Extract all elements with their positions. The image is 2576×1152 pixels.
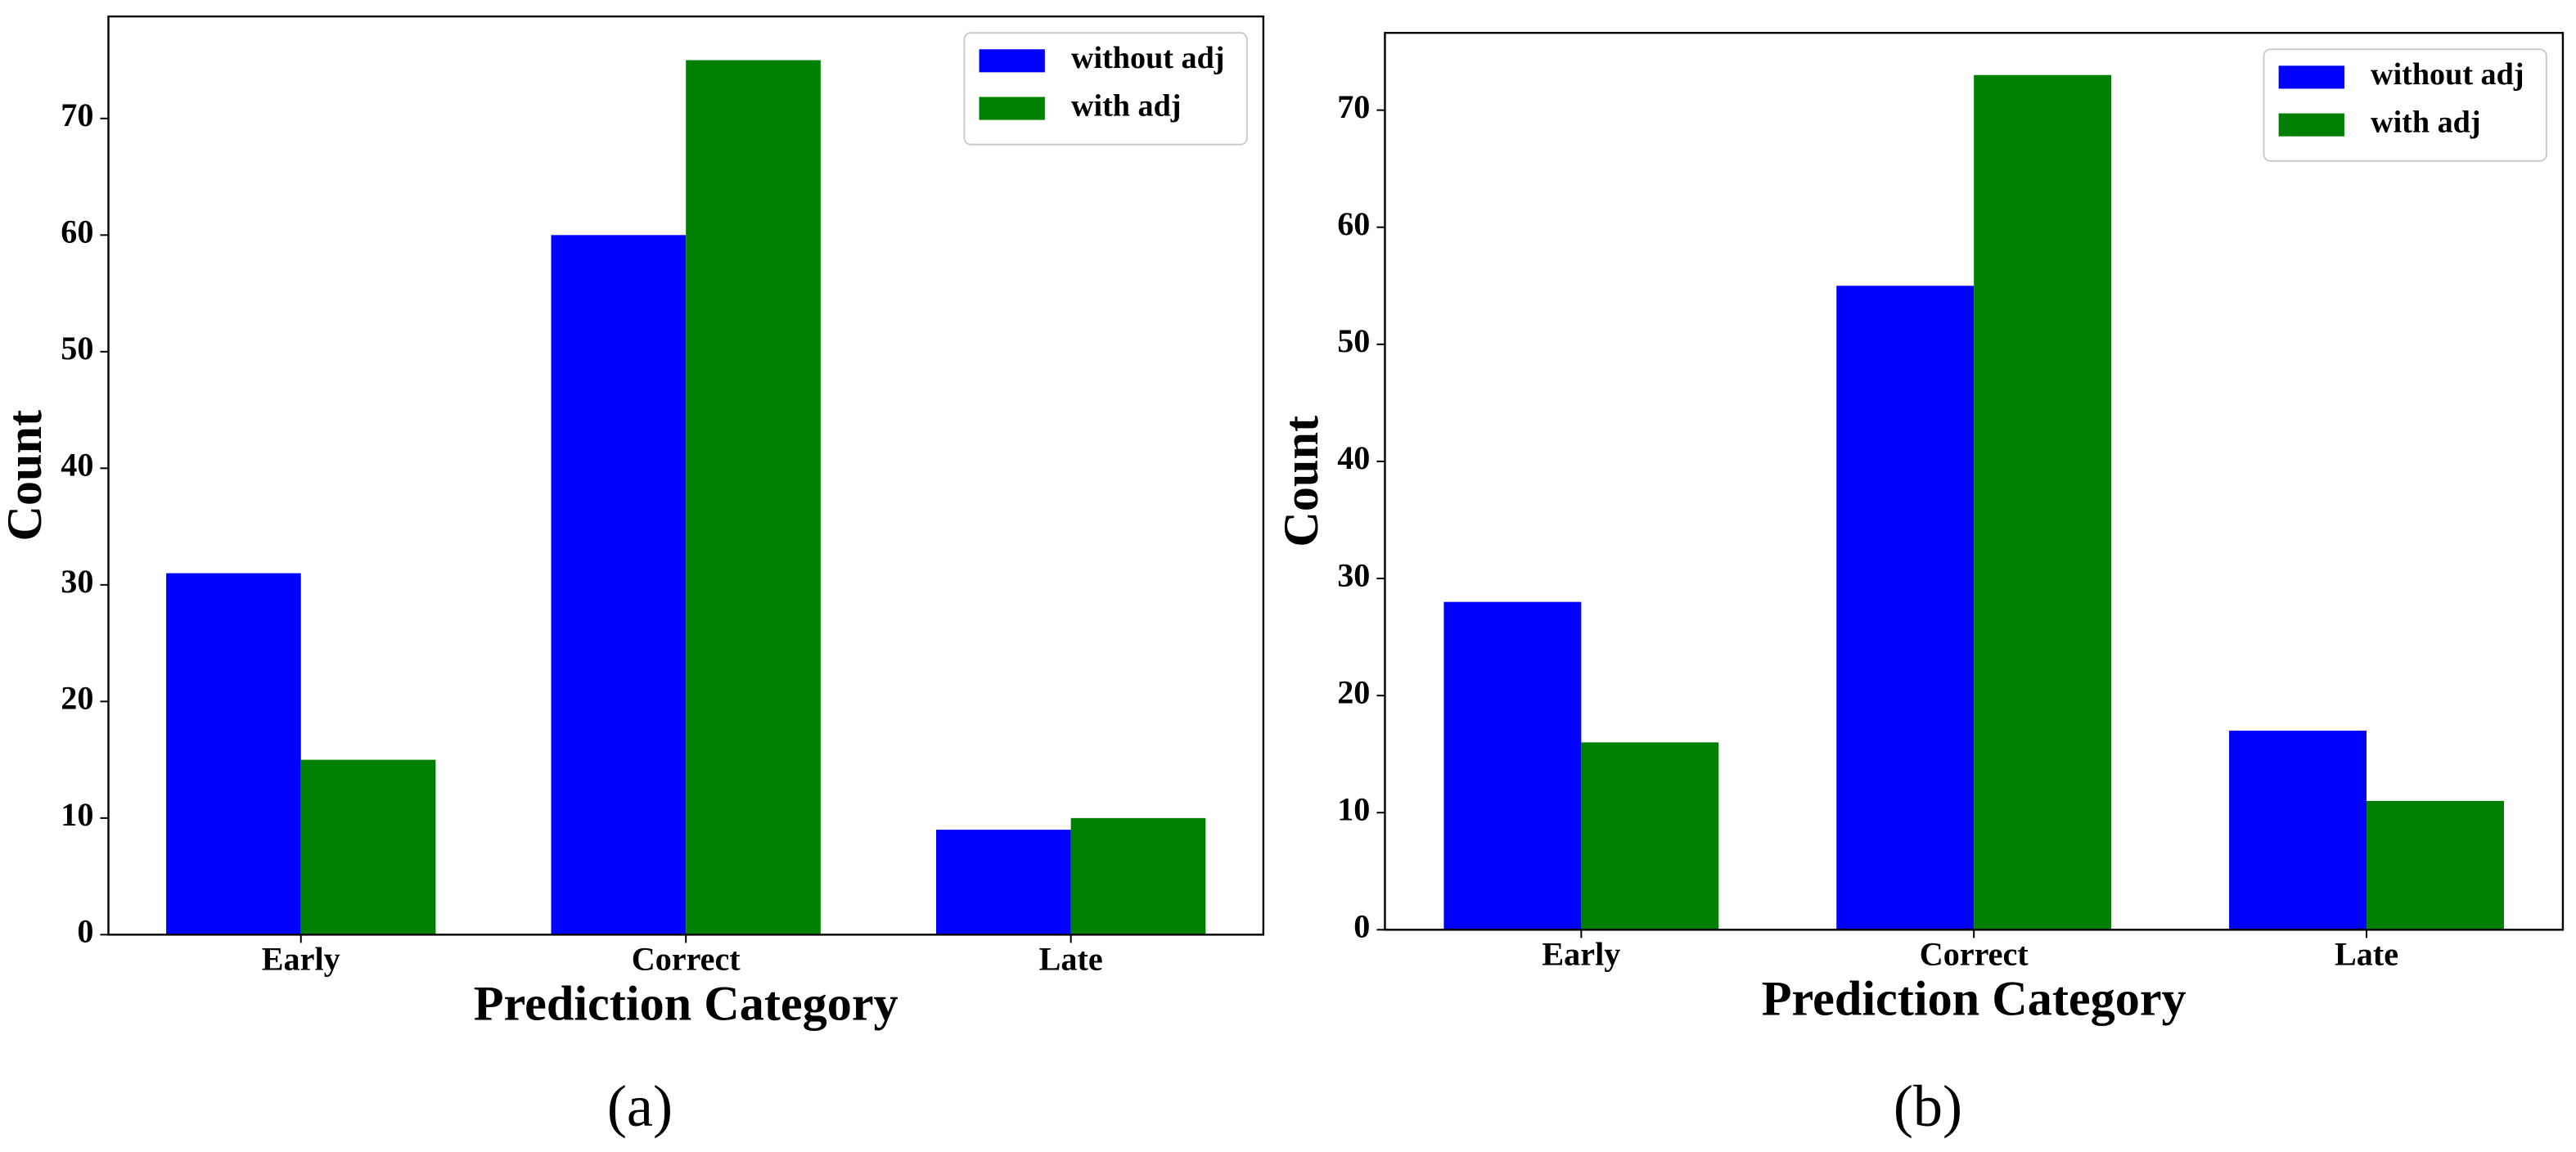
legend-label: without adj xyxy=(1071,41,1224,75)
bar xyxy=(166,573,301,935)
bar xyxy=(2229,731,2367,930)
bar xyxy=(1974,74,2112,930)
bar xyxy=(551,235,687,935)
x-axis-label: Prediction Category xyxy=(474,977,898,1032)
x-tick-label: Correct xyxy=(1920,936,2029,973)
caption: (b) xyxy=(1894,1073,1962,1139)
y-tick-label: 10 xyxy=(61,796,93,833)
legend-swatch xyxy=(2278,113,2344,137)
y-tick-label: 70 xyxy=(61,97,93,133)
x-tick-label: Early xyxy=(262,941,340,978)
y-tick-label: 20 xyxy=(61,680,93,717)
y-tick-label: 40 xyxy=(61,447,93,484)
plot-frame xyxy=(107,15,1265,936)
caption: (a) xyxy=(607,1073,673,1139)
bar xyxy=(1581,742,1719,930)
legend: without adj with adj xyxy=(963,32,1248,146)
y-tick-label: 70 xyxy=(1337,88,1370,125)
y-tick-label: 0 xyxy=(1353,908,1370,945)
bar xyxy=(300,759,436,935)
x-axis-label: Prediction Category xyxy=(1762,972,2186,1027)
plot-frame xyxy=(1384,31,2565,931)
y-tick-label: 30 xyxy=(61,563,93,600)
legend: without adj with adj xyxy=(2263,48,2547,162)
legend-label: with adj xyxy=(1071,88,1182,123)
chart: Early Correct Late 0 10 20 30 40 50 60 70 without a… xyxy=(1274,31,2565,1139)
y-tick-label: 0 xyxy=(77,913,93,950)
y-tick-label: 10 xyxy=(1337,790,1370,827)
x-tick-label: Late xyxy=(1039,941,1103,978)
bar xyxy=(2367,800,2504,930)
y-axis-label: Count xyxy=(0,410,52,542)
bar xyxy=(686,60,821,935)
bar xyxy=(1836,286,1975,930)
bar xyxy=(1443,601,1582,930)
y-tick-label: 60 xyxy=(1337,205,1370,242)
legend-swatch xyxy=(979,49,1045,73)
y-tick-label: 50 xyxy=(61,330,93,367)
chart: Early Correct Late 0 10 20 30 40 50 60 70 without a… xyxy=(0,15,1265,1139)
legend-label: with adj xyxy=(2371,105,2481,139)
x-tick-label: Correct xyxy=(632,941,741,978)
legend-label: without adj xyxy=(2371,57,2524,92)
bar xyxy=(935,830,1071,935)
y-tick-label: 50 xyxy=(1337,322,1370,359)
y-tick-label: 30 xyxy=(1337,556,1370,593)
x-tick-label: Late xyxy=(2335,936,2398,973)
y-tick-label: 20 xyxy=(1337,673,1370,710)
x-tick-label: Early xyxy=(1542,936,1620,973)
y-tick-label: 60 xyxy=(61,214,93,250)
legend-swatch xyxy=(2278,65,2344,89)
legend-swatch xyxy=(979,97,1045,120)
y-tick-label: 40 xyxy=(1337,439,1370,476)
bar xyxy=(1070,817,1206,935)
y-axis-label: Count xyxy=(1274,416,1329,547)
